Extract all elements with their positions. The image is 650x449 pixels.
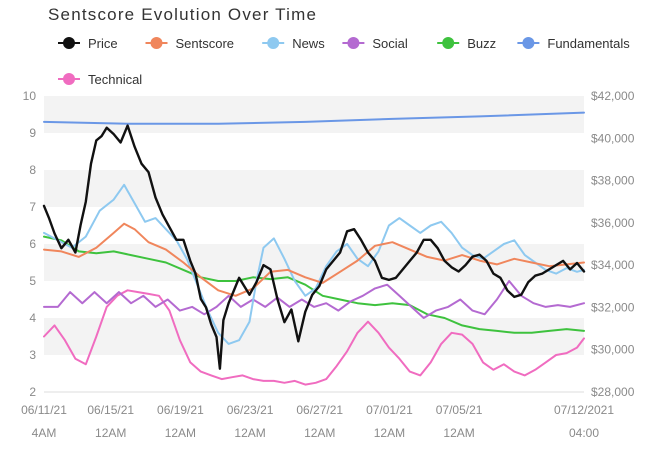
grid-band <box>44 318 584 355</box>
y-axis-right: $28,000 $30,000 $32,000 $34,000 $36,000 $38,0… <box>591 89 635 399</box>
grid-band <box>44 96 584 133</box>
y-tick-label-right: $28,000 <box>591 385 635 399</box>
legend-label: News <box>292 36 325 51</box>
y-tick-label-right: $34,000 <box>591 258 635 272</box>
grid-band <box>44 170 584 207</box>
legend-swatch-dot <box>267 37 280 49</box>
legend-label: Technical <box>88 72 142 87</box>
x-tick-label: 06/23/21 <box>227 403 274 417</box>
legend-swatch-dot <box>347 37 360 49</box>
x-tick-label: 06/11/21 <box>21 403 67 417</box>
y-tick-label-left: 4 <box>29 311 36 325</box>
grid-band <box>44 133 584 170</box>
series-line-fundamentals <box>43 111 585 125</box>
series-line-sentscore <box>43 222 585 297</box>
legend-item-price[interactable]: Price <box>58 36 118 51</box>
grid-band <box>44 355 584 392</box>
legend-label: Buzz <box>467 36 496 51</box>
series-lines <box>42 111 586 386</box>
chart-title: Sentscore Evolution Over Time <box>48 5 317 24</box>
y-tick-label-left: 7 <box>29 200 36 214</box>
x-tick-sublabel: 12AM <box>165 426 196 440</box>
series-line-news <box>43 183 585 345</box>
x-tick-label: 06/19/21 <box>157 403 204 417</box>
y-tick-label-right: $32,000 <box>591 300 635 314</box>
x-tick-sublabel: 04:00 <box>569 426 599 440</box>
x-tick-sublabel: 12AM <box>304 426 335 440</box>
legend-item-sentscore[interactable]: Sentscore <box>145 36 235 51</box>
x-tick-sublabel: 4AM <box>32 426 57 440</box>
legend-swatch-dot <box>522 37 535 49</box>
y-tick-label-left: 9 <box>29 126 36 140</box>
x-tick-label: 07/12/2021 <box>554 403 614 417</box>
legend-label: Price <box>88 36 118 51</box>
legend-swatch-dot <box>150 37 163 49</box>
x-tick-label: 07/05/21 <box>436 403 483 417</box>
legend-label: Fundamentals <box>547 36 630 51</box>
grid-band <box>44 207 584 244</box>
legend-swatch-dot <box>63 73 75 85</box>
y-tick-label-left: 2 <box>29 385 36 399</box>
y-tick-label-left: 8 <box>29 163 36 177</box>
y-tick-label-left: 5 <box>29 274 36 288</box>
series-line-social <box>43 280 585 319</box>
legend-swatch-dot <box>63 37 75 49</box>
legend-item-news[interactable]: News <box>262 36 325 51</box>
x-tick-label: 06/15/21 <box>87 403 134 417</box>
y-tick-label-right: $42,000 <box>591 89 635 103</box>
y-tick-label-right: $36,000 <box>591 216 635 230</box>
legend-label: Social <box>372 36 408 51</box>
y-axis-left: 2 3 4 5 6 7 8 9 10 <box>23 89 37 399</box>
legend-item-technical[interactable]: Technical <box>58 72 142 87</box>
x-tick-label: 06/27/21 <box>296 403 343 417</box>
x-tick-sublabel: 12AM <box>374 426 405 440</box>
legend-swatch-dot <box>442 37 455 49</box>
y-tick-label-left: 10 <box>23 89 37 103</box>
x-tick-sublabel: 12AM <box>95 426 126 440</box>
y-tick-label-left: 6 <box>29 237 36 251</box>
legend: Price Sentscore News Social Buzz Fundamentals… <box>58 36 630 87</box>
legend-item-fundamentals[interactable]: Fundamentals <box>517 36 630 51</box>
series-line-technical <box>43 289 585 386</box>
legend-label: Sentscore <box>176 36 235 51</box>
legend-item-social[interactable]: Social <box>342 36 408 51</box>
y-tick-label-right: $40,000 <box>591 131 635 145</box>
y-tick-label-left: 3 <box>29 348 36 362</box>
x-tick-sublabel: 12AM <box>234 426 265 440</box>
grid-band <box>44 281 584 318</box>
x-tick-label: 07/01/21 <box>366 403 413 417</box>
y-tick-label-right: $30,000 <box>591 343 635 357</box>
legend-item-buzz[interactable]: Buzz <box>437 36 496 51</box>
series-line-price <box>42 124 586 370</box>
x-axis: 06/11/21 4AM 06/15/21 12AM 06/19/21 12AM 06/23… <box>21 403 614 440</box>
x-tick-sublabel: 12AM <box>443 426 474 440</box>
y-tick-label-right: $38,000 <box>591 174 635 188</box>
